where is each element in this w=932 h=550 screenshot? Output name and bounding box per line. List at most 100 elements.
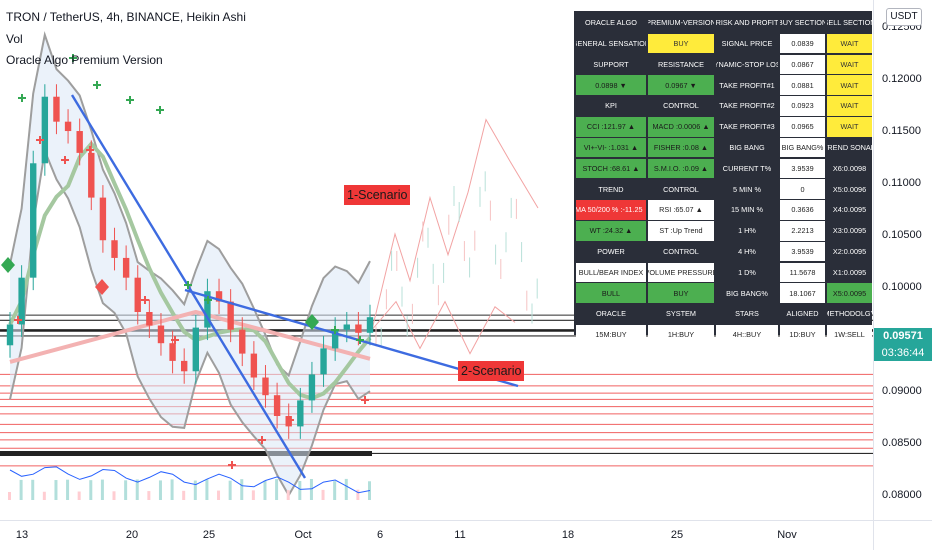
volume-bar <box>344 478 348 500</box>
table-cell: FISHER :0.08 ▲ <box>648 137 714 158</box>
table-cell: 5 MIN % <box>716 179 778 199</box>
table-cell: 4H::BUY <box>716 325 778 345</box>
volume-bar <box>356 489 360 500</box>
volume-bar <box>135 479 139 500</box>
table-cell: KPI <box>576 96 646 116</box>
volume-bar <box>217 490 221 500</box>
candle-body <box>285 416 292 427</box>
volume-bar <box>89 480 93 500</box>
table-cell: DYNAMIC-STOP LOSS <box>716 54 778 75</box>
candle-body <box>308 374 316 401</box>
table-cell: BIG BANG% <box>716 283 778 303</box>
table-cell: TREND <box>576 179 646 199</box>
table-cell: CONTROL <box>648 179 714 199</box>
table-cell: X1:0.0095 <box>827 262 872 283</box>
x-tick-label: 6 <box>377 529 383 541</box>
table-cell: 1 D% <box>716 262 778 283</box>
candle-body <box>262 377 269 396</box>
candle-body <box>111 240 118 258</box>
scenario-2-path <box>371 300 516 355</box>
x-tick-label: Nov <box>777 529 797 541</box>
table-cell: VI+-VI- :1.031 ▲ <box>576 137 646 158</box>
scenario-2-label: 2-Scenario <box>458 361 525 381</box>
candle-body <box>157 325 165 344</box>
table-cell: 4 H% <box>716 241 778 262</box>
candle-body <box>122 257 130 278</box>
volume-bar <box>240 479 244 500</box>
table-cell: TAKE PROFIT#3 <box>716 117 778 137</box>
candle-body <box>146 312 153 326</box>
table-cell: 3.9539 <box>780 158 825 179</box>
candle-body <box>30 163 37 278</box>
volume-bar <box>309 478 313 500</box>
oracle-indicator-label[interactable]: Oracle Algo Premium Version <box>6 53 163 67</box>
table-cell: SIGNAL PRICE <box>716 33 778 54</box>
table-cell: TAKE PROFIT#1 <box>716 75 778 95</box>
candle-body <box>297 400 304 427</box>
table-cell: CURRENT T% <box>716 158 778 179</box>
table-cell: RSI :65.07 ▲ <box>648 200 714 220</box>
x-tick-label: 18 <box>562 529 574 541</box>
volume-bar <box>333 481 337 500</box>
y-tick-label: 0.10500 <box>882 229 922 241</box>
candle-body <box>366 317 374 333</box>
table-cell: MACD :0.0006 ▲ <box>648 117 714 137</box>
y-tick-label: 0.09000 <box>882 385 922 397</box>
volume-bar <box>251 490 255 500</box>
x-tick-label: 11 <box>454 529 465 541</box>
candle-body <box>99 197 107 241</box>
table-cell: SUPPORT <box>576 54 646 75</box>
volume-bar <box>54 480 58 500</box>
table-cell: 11.5678 <box>780 262 825 283</box>
bollinger-fill <box>10 34 370 496</box>
volume-bar <box>321 489 325 500</box>
candle-body <box>76 131 83 153</box>
oracle-algo-table: ORACLE ALGO PREMIUM-VERSION RISK AND PROFI… <box>574 11 872 345</box>
table-cell: METHODOLGY <box>827 304 872 324</box>
table-cell: BULL/BEAR INDEX <box>576 262 646 283</box>
table-cell: SELL SECTION <box>827 13 872 33</box>
table-cell: RISK AND PROFIT <box>716 13 778 33</box>
x-tick-label: Oct <box>294 529 311 541</box>
table-cell: 0.0923 <box>780 96 825 116</box>
candle-body <box>6 324 14 346</box>
scenario-1-label: 1-Scenario <box>344 185 411 205</box>
volume-bar <box>112 491 116 500</box>
volume-bar <box>42 491 46 500</box>
volume-bar <box>263 480 267 500</box>
candle-body <box>169 343 176 361</box>
table-cell: GENERAL SENSATION <box>576 33 646 54</box>
y-tick-label: 0.08500 <box>882 437 922 449</box>
symbol-title[interactable]: TRON / TetherUS, 4h, BINANCE, Heikin Ash… <box>6 10 246 24</box>
y-tick-label: 0.11500 <box>882 125 921 137</box>
candle-body <box>88 152 95 198</box>
candle-body <box>320 348 327 375</box>
signal-diamond <box>95 279 109 295</box>
table-cell: POWER <box>576 241 646 262</box>
table-cell: CONTROL <box>648 241 714 262</box>
candle-body <box>192 327 199 372</box>
currency-unit-button[interactable]: USDT <box>886 8 922 26</box>
x-tick-label: 25 <box>203 529 215 541</box>
table-cell: TAKE PROFIT#2 <box>716 96 778 116</box>
lower-band-line <box>9 147 371 498</box>
volume-bar <box>158 480 162 500</box>
table-cell: BULL <box>576 283 646 303</box>
table-cell: EMA 50/200 % :-11.25 ▲ <box>576 200 646 220</box>
table-cell: WAIT <box>827 96 872 116</box>
volume-bar <box>205 479 209 500</box>
table-cell: TREND SONAR <box>827 137 872 158</box>
table-cell: WT :24.32 ▲ <box>576 221 646 241</box>
volume-bar <box>66 479 70 500</box>
table-cell: X5:0.0096 <box>827 179 872 199</box>
volume-bar <box>19 479 23 500</box>
table-cell: 0.0881 <box>780 75 825 95</box>
last-price-label: 0.09571 <box>874 328 932 345</box>
volume-indicator-label[interactable]: Vol <box>6 32 23 46</box>
candle-body <box>250 353 258 378</box>
x-tick-label: 13 <box>16 529 28 541</box>
bar-countdown-label: 03:36:44 <box>874 345 932 361</box>
table-cell: ORACLE ALGO <box>576 13 646 33</box>
candle-body <box>273 395 281 416</box>
table-cell: STARS <box>716 304 778 324</box>
